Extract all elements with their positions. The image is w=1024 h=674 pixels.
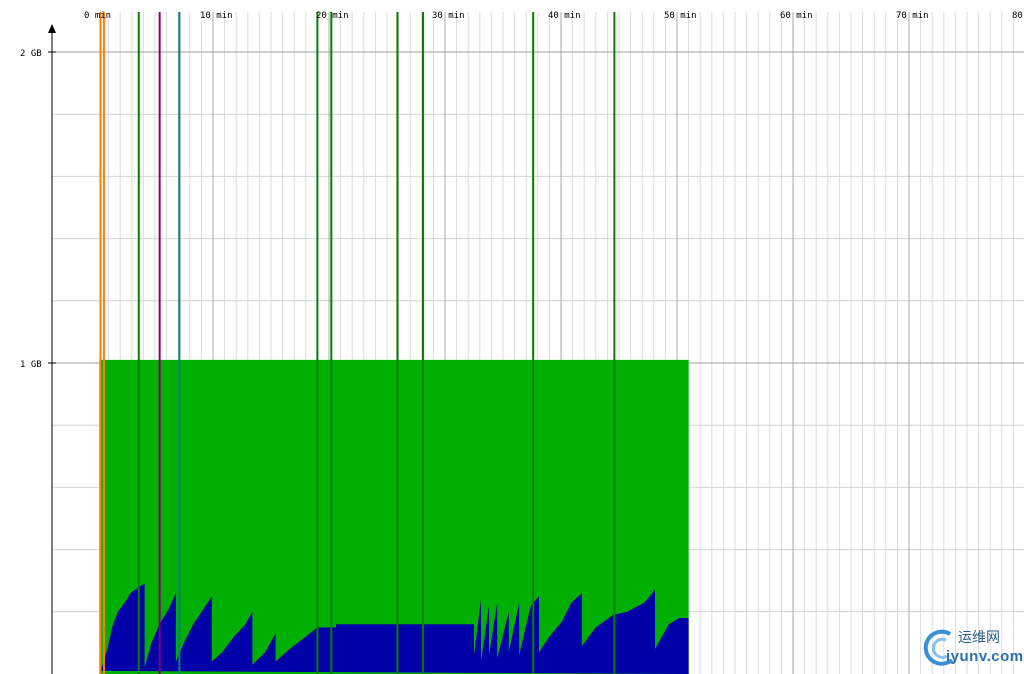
x-tick-label: 40 min xyxy=(548,11,581,21)
x-tick-label: 70 min xyxy=(896,11,929,21)
area-series-0 xyxy=(99,359,689,674)
x-tick-label: 0 min xyxy=(84,11,111,21)
y-tick-label: 2 GB xyxy=(20,49,42,59)
y-tick-label: 1 GB xyxy=(20,360,42,370)
area-series xyxy=(99,359,689,674)
x-tick-label: 20 min xyxy=(316,11,349,21)
x-tick-label: 10 min xyxy=(200,11,233,21)
y-tick-labels: 2 GB 1 GB xyxy=(20,49,42,370)
watermark-logo-icon xyxy=(923,629,954,666)
event-markers xyxy=(99,12,616,674)
x-tick-label: 30 min xyxy=(432,11,465,21)
axes xyxy=(48,24,56,674)
y-axis-arrow xyxy=(48,24,56,33)
watermark-text-cn: 运维网 xyxy=(958,630,1000,646)
x-tick-label: 80 xyxy=(1012,11,1023,21)
x-tick-labels: 0 min 10 min 20 min 30 min 40 min 50 min 60 mi… xyxy=(84,11,1023,21)
x-tick-label: 60 min xyxy=(780,11,813,21)
area-series-1 xyxy=(99,583,689,674)
site-watermark: 运维网 iyunv.com xyxy=(920,624,1024,674)
x-tick-label: 50 min xyxy=(664,11,697,21)
watermark-text-url: iyunv.com xyxy=(946,648,1024,665)
